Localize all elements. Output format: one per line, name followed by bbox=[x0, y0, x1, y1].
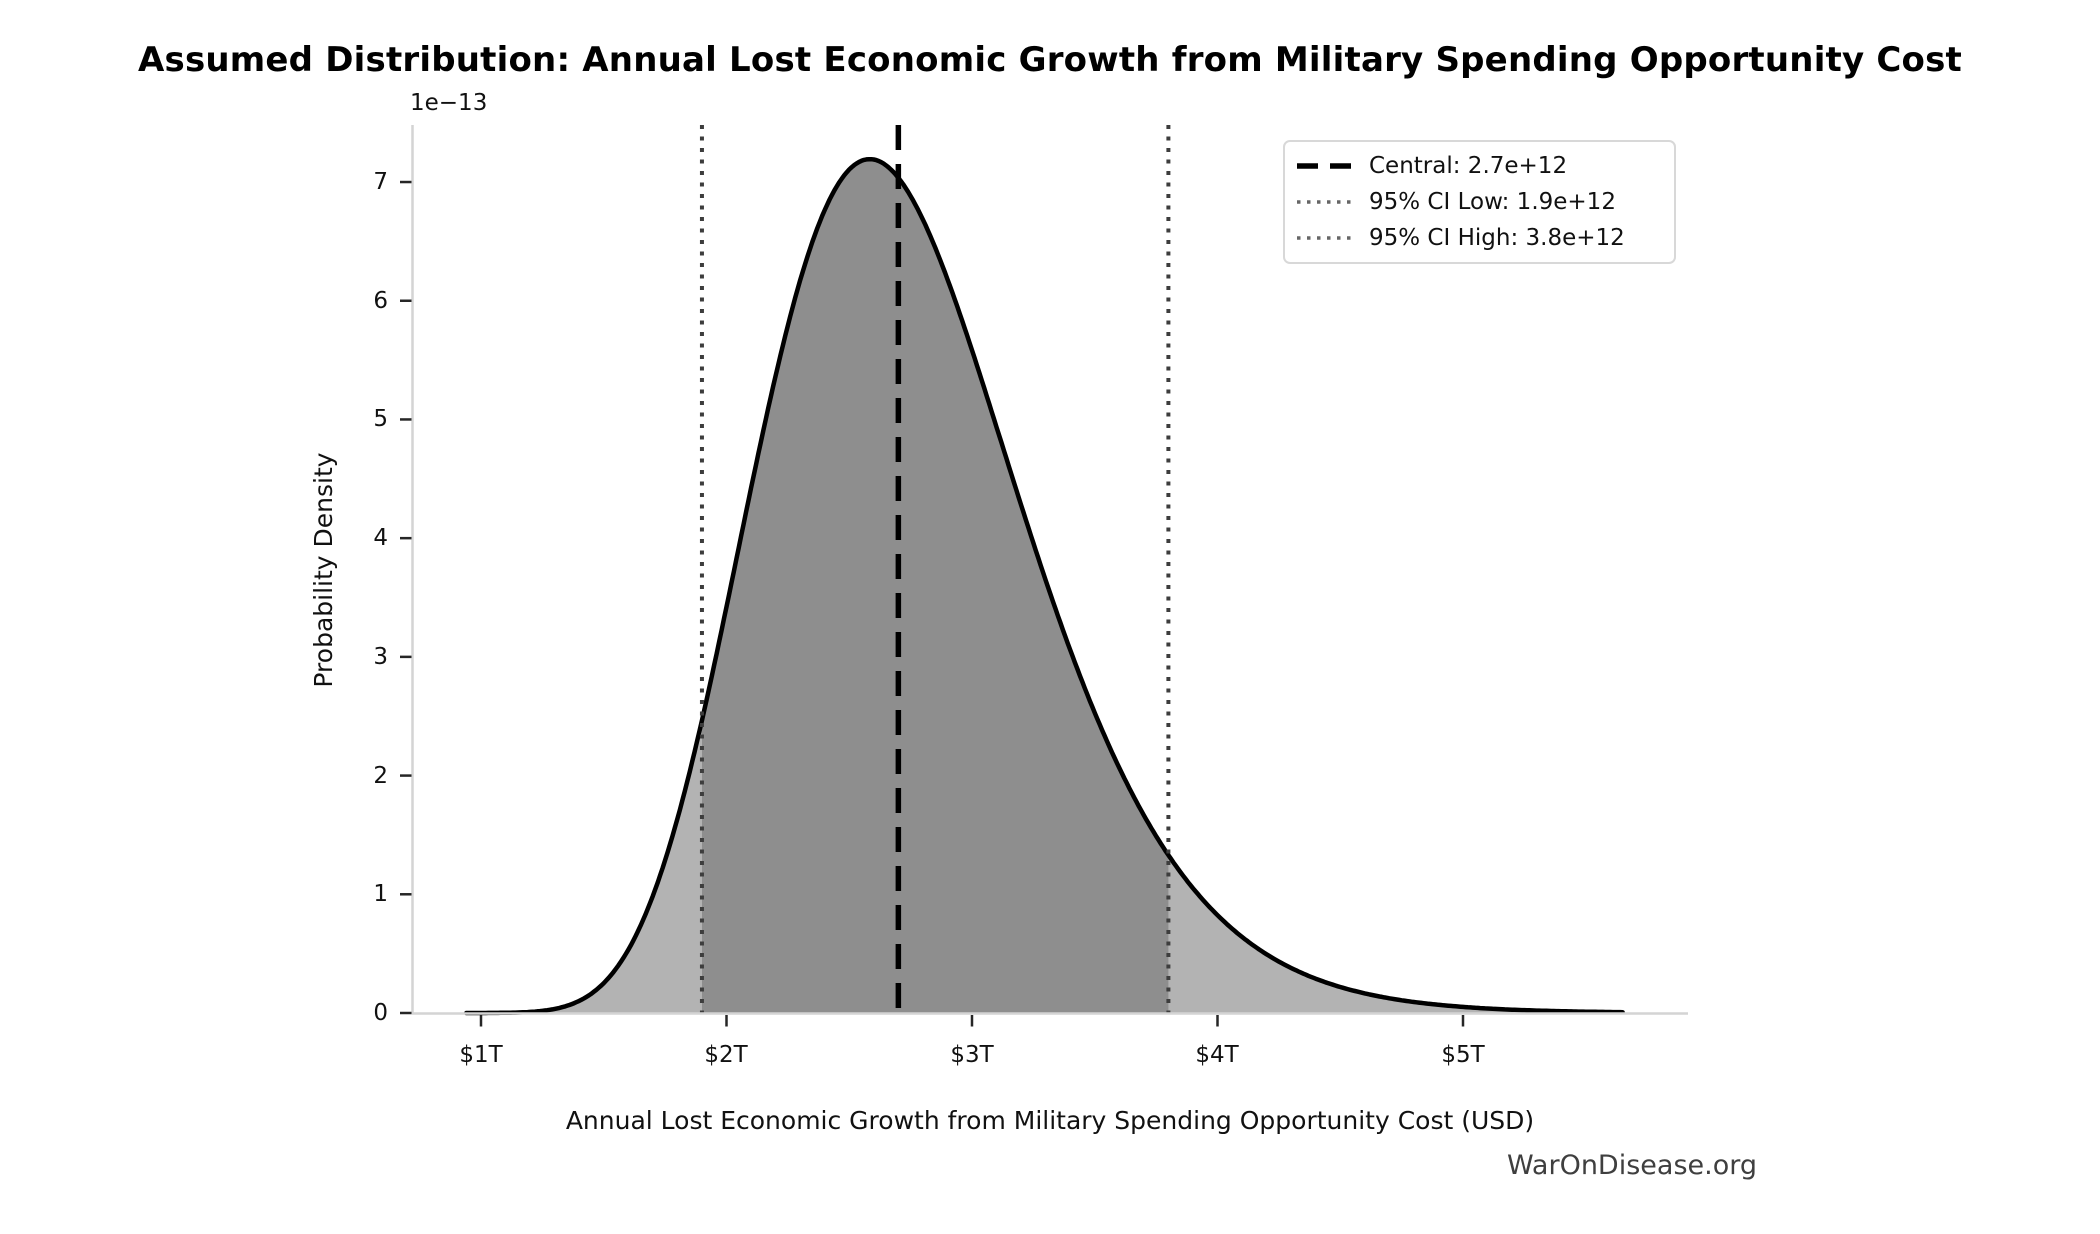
x-tick-label-2t: $2T bbox=[704, 1042, 748, 1068]
x-tick-label-4t: $4T bbox=[1195, 1042, 1239, 1068]
legend-box: Central: 2.7e+12 95% CI Low: 1.9e+12 95%… bbox=[1283, 140, 1676, 264]
x-tick-label-3t: $3T bbox=[950, 1042, 994, 1068]
y-tick-label-4: 4 bbox=[373, 525, 388, 551]
x-tick-label-1t: $1T bbox=[459, 1042, 503, 1068]
x-axis-label: Annual Lost Economic Growth from Militar… bbox=[565, 1106, 1535, 1135]
y-tick-label-6: 6 bbox=[373, 288, 388, 314]
ci-low-dotted-line-swatch bbox=[1295, 197, 1353, 207]
x-tick-label-5t: $5T bbox=[1441, 1042, 1485, 1068]
legend-label-central: Central: 2.7e+12 bbox=[1369, 153, 1568, 179]
legend-label-ci-high: 95% CI High: 3.8e+12 bbox=[1369, 225, 1625, 251]
legend-item-ci-low: 95% CI Low: 1.9e+12 bbox=[1295, 189, 1664, 215]
chart-title: Assumed Distribution: Annual Lost Econom… bbox=[138, 40, 1962, 80]
ci-high-dotted-line-swatch bbox=[1295, 233, 1353, 243]
ci-fill-area bbox=[702, 159, 1169, 1013]
y-tick-label-5: 5 bbox=[373, 406, 388, 432]
y-tick-label-3: 3 bbox=[373, 644, 388, 670]
legend-item-central: Central: 2.7e+12 bbox=[1295, 153, 1664, 179]
y-tick-label-0: 0 bbox=[373, 1000, 388, 1026]
y-tick-label-2: 2 bbox=[373, 763, 388, 789]
legend-label-ci-low: 95% CI Low: 1.9e+12 bbox=[1369, 189, 1616, 215]
y-tick-label-1: 1 bbox=[373, 881, 388, 907]
y-axis-offset-label: 1e−13 bbox=[410, 90, 488, 116]
y-tick-label-7: 7 bbox=[373, 169, 388, 195]
y-axis-label: Probability Density bbox=[309, 452, 338, 688]
watermark-text: WarOnDisease.org bbox=[1506, 1150, 1757, 1181]
central-dashed-line-swatch bbox=[1295, 161, 1353, 171]
density-curve bbox=[464, 156, 1625, 1016]
legend-item-ci-high: 95% CI High: 3.8e+12 bbox=[1295, 225, 1664, 251]
